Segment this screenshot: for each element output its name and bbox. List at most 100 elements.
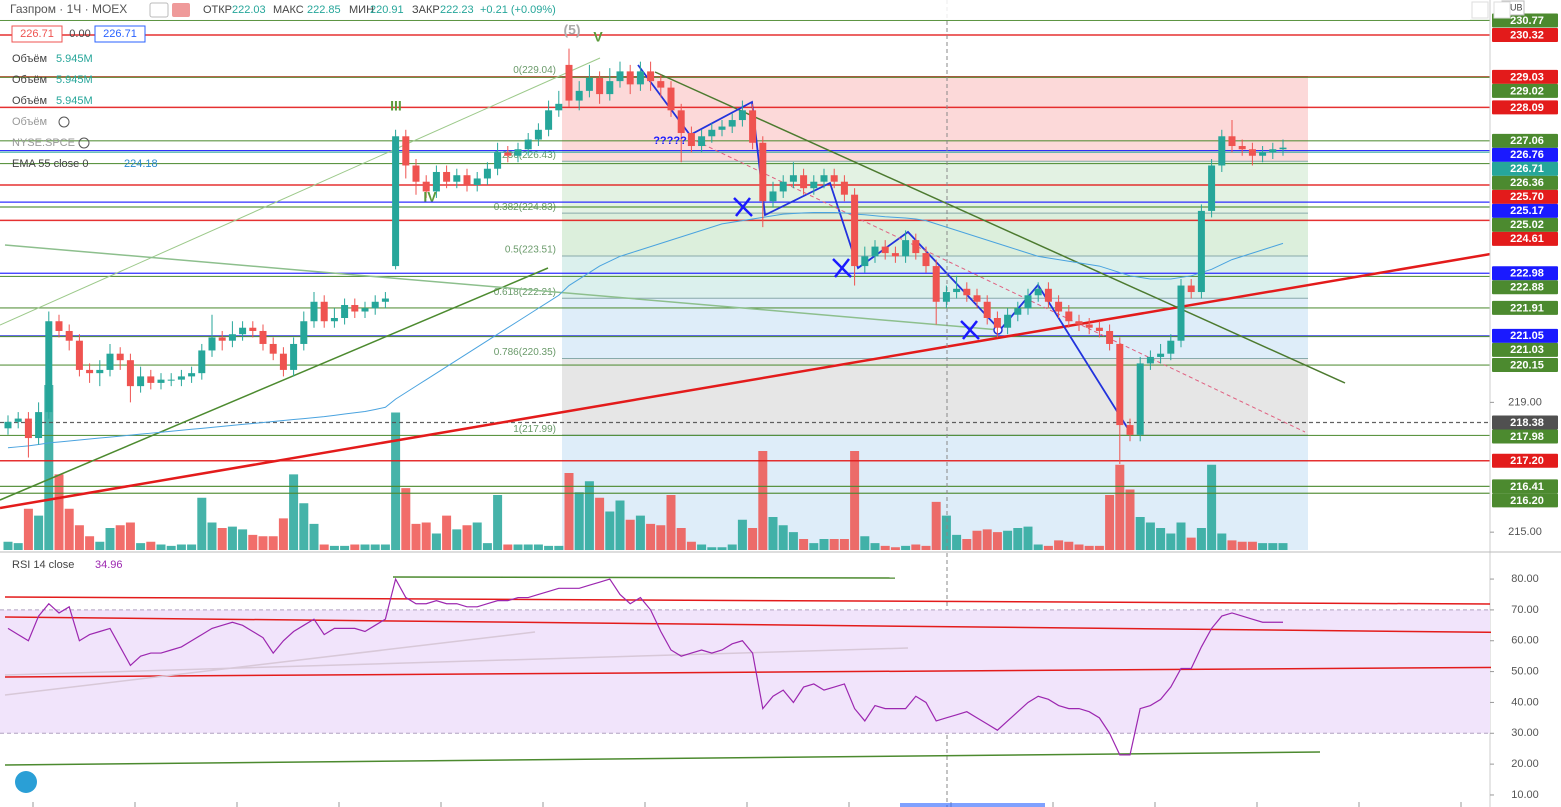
candle-body bbox=[657, 81, 665, 88]
volume-bar bbox=[625, 519, 635, 550]
volume-bar bbox=[23, 508, 33, 550]
candle-body bbox=[1238, 146, 1246, 150]
quote-box-text: 226.71 bbox=[103, 28, 137, 40]
candle-body bbox=[942, 292, 950, 302]
candle-body bbox=[1146, 356, 1154, 364]
quote-box bbox=[94, 25, 146, 43]
rsi-y-tick-label: 30.00 bbox=[1511, 727, 1539, 739]
trend-line bbox=[0, 267, 549, 501]
candle-body bbox=[35, 412, 43, 439]
cross-mark bbox=[962, 320, 978, 340]
candle-body bbox=[1014, 308, 1022, 315]
candle-body bbox=[14, 418, 22, 422]
rsi-value: 34.96 bbox=[95, 559, 123, 571]
price-tag bbox=[1492, 161, 1558, 176]
indicator-name: Объём bbox=[12, 95, 47, 107]
candle-body bbox=[840, 181, 848, 195]
quote-label: МИН bbox=[349, 4, 374, 16]
volume-bar bbox=[391, 412, 401, 550]
volume-bar bbox=[1247, 541, 1257, 550]
fib-label: 0.786(220.35) bbox=[494, 347, 556, 358]
candle-body bbox=[310, 301, 318, 322]
hidden-icon bbox=[58, 116, 70, 128]
candle-body bbox=[932, 266, 940, 302]
rsi-trend-line bbox=[4, 647, 909, 676]
volume-bar bbox=[758, 451, 768, 550]
volume-bar bbox=[799, 539, 809, 550]
volume-bar bbox=[1227, 540, 1237, 550]
volume-bar bbox=[544, 545, 554, 550]
rsi-y-tick-label: 50.00 bbox=[1511, 665, 1539, 677]
wave-label: IV bbox=[423, 189, 437, 205]
price-tag bbox=[1492, 280, 1558, 295]
candle-body bbox=[330, 317, 338, 322]
candle-body bbox=[290, 343, 298, 370]
wave-label: ????? bbox=[653, 135, 687, 147]
volume-bar bbox=[95, 541, 105, 550]
price-tag bbox=[1492, 479, 1558, 494]
toolbar-button[interactable] bbox=[1471, 1, 1489, 19]
candle-body bbox=[1065, 311, 1073, 322]
candle-body bbox=[983, 301, 991, 318]
volume-bar bbox=[187, 544, 197, 550]
wave-line bbox=[637, 64, 1131, 433]
candle-body bbox=[953, 288, 961, 293]
volume-bar bbox=[635, 515, 645, 550]
candle-body bbox=[259, 330, 267, 344]
price-tag bbox=[1492, 493, 1558, 508]
candle-body bbox=[249, 327, 257, 331]
candle-body bbox=[198, 350, 206, 374]
rsi-trend-line bbox=[4, 596, 1491, 605]
volume-bar bbox=[44, 385, 54, 550]
candle-body bbox=[963, 288, 971, 296]
rsi-trend-line bbox=[4, 631, 536, 696]
volume-bar bbox=[1003, 530, 1013, 550]
candle-body bbox=[871, 246, 879, 257]
volume-bar bbox=[819, 539, 829, 550]
volume-bar bbox=[880, 545, 890, 550]
quote-value: 220.91 bbox=[370, 4, 404, 16]
volume-bar bbox=[1064, 541, 1074, 550]
candle-body bbox=[524, 139, 532, 150]
rsi-axis-bg bbox=[1491, 553, 1561, 807]
volume-bar bbox=[921, 545, 931, 550]
volume-bar bbox=[523, 544, 533, 550]
candle-body bbox=[412, 165, 420, 182]
price-tag-label: 229.03 bbox=[1510, 71, 1544, 83]
price-tag-label: 226.36 bbox=[1510, 177, 1544, 189]
candle-body bbox=[1034, 288, 1042, 296]
candle-body bbox=[698, 136, 706, 147]
candle-body bbox=[1269, 149, 1277, 153]
candle-body bbox=[228, 334, 236, 341]
volume-bar bbox=[482, 543, 492, 550]
volume-bar bbox=[319, 544, 329, 550]
candle-body bbox=[738, 110, 746, 121]
volume-bar bbox=[931, 501, 941, 550]
volume-bar bbox=[3, 541, 13, 550]
candle-body bbox=[912, 240, 920, 254]
volume-bar bbox=[74, 525, 84, 550]
quote-box-text: 0.00 bbox=[69, 28, 90, 40]
candle-body bbox=[1157, 353, 1165, 357]
candle-body bbox=[1208, 165, 1216, 211]
candle-body bbox=[1279, 147, 1287, 150]
candle-body bbox=[1167, 340, 1175, 354]
volume-bar bbox=[605, 511, 615, 550]
candle-body bbox=[1106, 330, 1114, 344]
price-tag-label: 225.17 bbox=[1510, 205, 1544, 217]
price-tag bbox=[1492, 217, 1558, 232]
candle-body bbox=[453, 175, 461, 182]
volume-bar bbox=[1043, 545, 1053, 550]
volume-bar bbox=[166, 545, 176, 550]
dashed-line bbox=[689, 137, 1306, 433]
volume-bar bbox=[13, 543, 23, 550]
toolbar-button[interactable] bbox=[1493, 1, 1511, 19]
volume-bar bbox=[697, 544, 707, 550]
quote-value: 222.85 bbox=[307, 4, 341, 16]
candle-body bbox=[902, 240, 910, 257]
volume-bar bbox=[717, 547, 727, 550]
candle-body bbox=[534, 129, 542, 140]
price-tag-label: 222.98 bbox=[1510, 268, 1544, 280]
candle-body bbox=[55, 321, 63, 331]
candle-body bbox=[443, 171, 451, 182]
